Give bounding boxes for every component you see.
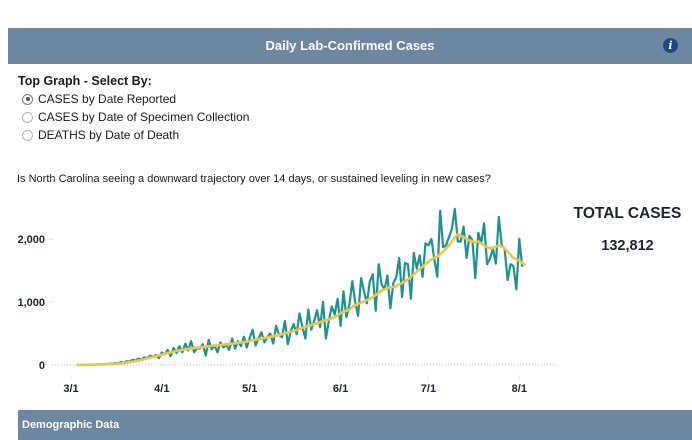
radio-cases-date-reported[interactable]: CASES by Date Reported [22, 90, 249, 108]
trajectory-question: Is North Carolina seeing a downward traj… [17, 173, 491, 185]
x-tick-label: 3/1 [63, 383, 78, 395]
radio-label: CASES by Date of Specimen Collection [38, 110, 250, 124]
x-tick-label: 4/1 [154, 383, 169, 395]
y-tick-label: 0 [39, 360, 45, 372]
radio-deaths-date-of-death[interactable]: DEATHS by Date of Death [22, 126, 249, 144]
radio-label: DEATHS by Date of Death [38, 128, 180, 142]
daily-cases-chart: 0 1,000 2,000 3/1 4/1 5/1 6/1 7/1 8/1 [17, 207, 558, 395]
y-tick-label: 2,000 [17, 234, 45, 246]
x-tick-label: 8/1 [512, 383, 527, 395]
info-icon[interactable]: i [663, 38, 678, 53]
x-tick-label: 6/1 [333, 383, 348, 395]
radio-button-checked[interactable] [22, 93, 33, 105]
selector-title: Top Graph - Select By: [18, 74, 152, 88]
header-bar: Daily Lab-Confirmed Cases i [8, 28, 692, 64]
page-title: Daily Lab-Confirmed Cases [265, 38, 435, 53]
y-axis: 0 1,000 2,000 [17, 234, 53, 372]
radio-label: CASES by Date Reported [38, 92, 177, 106]
x-axis: 3/1 4/1 5/1 6/1 7/1 8/1 [63, 375, 527, 395]
total-cases-label: TOTAL CASES [573, 205, 682, 222]
demographic-data-bar[interactable]: Demographic Data [18, 410, 692, 440]
radio-button[interactable] [22, 111, 33, 123]
series-line-daily-cases [76, 207, 524, 366]
radio-cases-specimen-collection[interactable]: CASES by Date of Specimen Collection [22, 108, 249, 126]
total-cases-panel: TOTAL CASES 132,812 [560, 205, 692, 254]
radio-button[interactable] [22, 129, 33, 141]
x-tick-label: 7/1 [421, 383, 436, 395]
y-tick-label: 1,000 [17, 297, 45, 309]
total-cases-value: 132,812 [601, 238, 654, 254]
x-tick-label: 5/1 [242, 383, 257, 395]
demographic-data-title: Demographic Data [22, 419, 120, 431]
series-line-7-day-average [76, 232, 527, 367]
graph-selector: Top Graph - Select By: CASES by Date Rep… [18, 74, 249, 144]
